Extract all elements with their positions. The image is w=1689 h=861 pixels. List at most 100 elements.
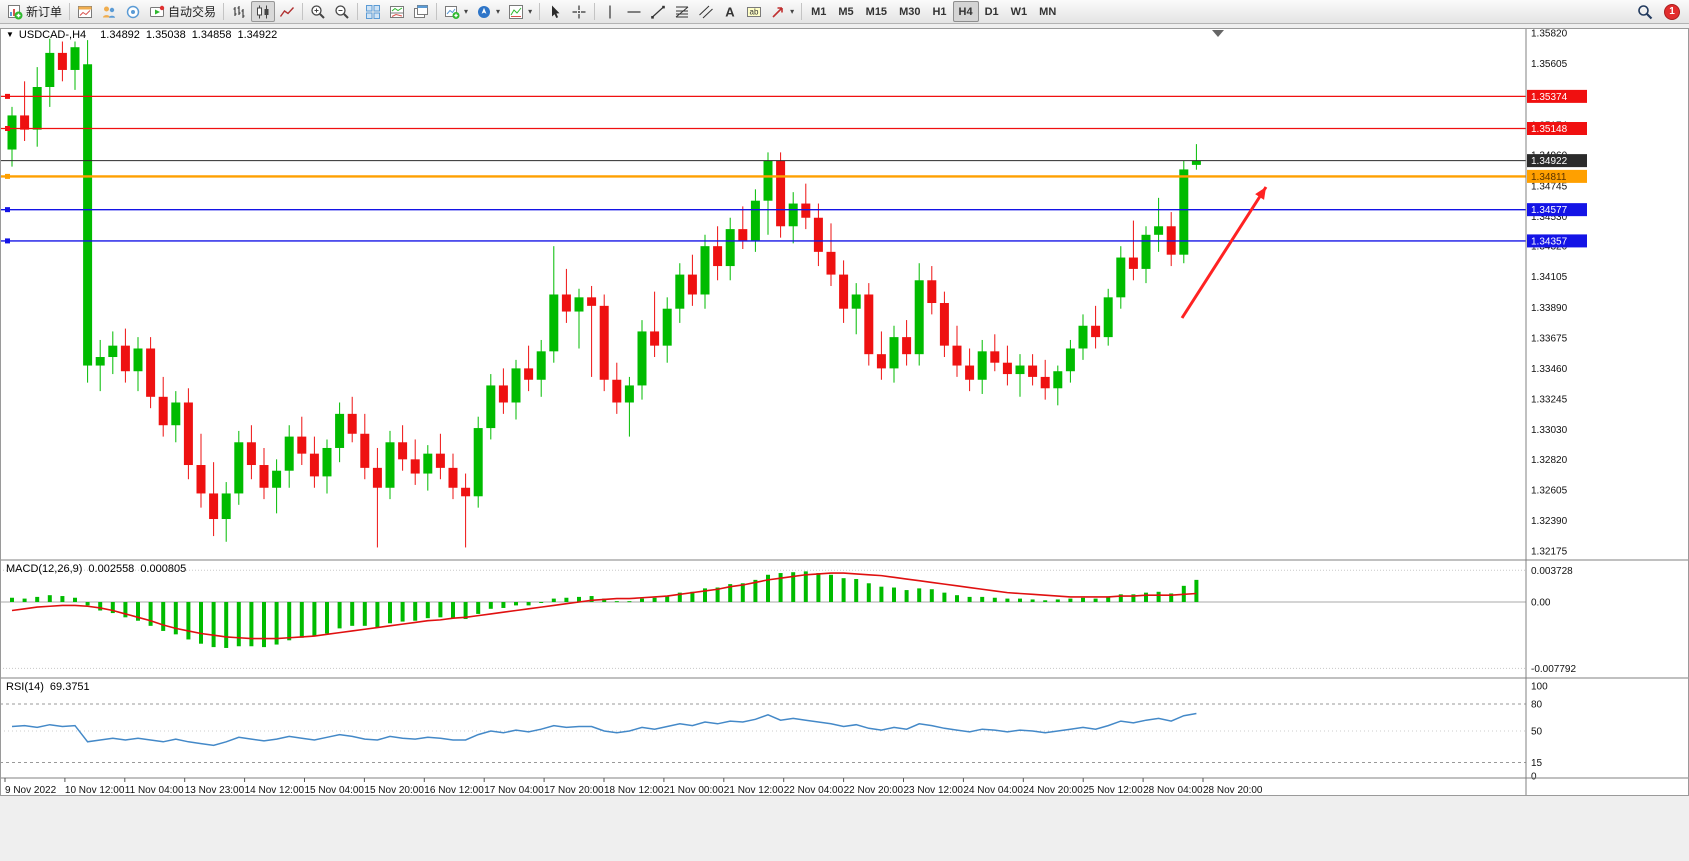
svg-text:1.33890: 1.33890 <box>1531 303 1568 314</box>
zoom-in-button[interactable] <box>306 1 330 22</box>
timeframe-h4-button[interactable]: H4 <box>952 1 979 22</box>
chart-canvas[interactable]: 1.358201.356051.353901.351741.349601.347… <box>0 24 1689 861</box>
text-label-icon: ab <box>746 4 762 20</box>
macd-panel: 0.003728 0.00 -0.007792 <box>0 566 1576 675</box>
svg-text:1.32175: 1.32175 <box>1531 547 1568 558</box>
svg-text:1.35148: 1.35148 <box>1531 124 1568 135</box>
bar-chart-button[interactable] <box>227 1 251 22</box>
trendline-button[interactable] <box>646 1 670 22</box>
zoom-in-icon <box>310 4 326 20</box>
svg-text:28 Nov 20:00: 28 Nov 20:00 <box>1203 785 1263 796</box>
svg-text:ab: ab <box>750 7 759 16</box>
notifications-badge[interactable]: 1 <box>1664 3 1680 20</box>
text-button[interactable]: A <box>718 1 742 22</box>
new-order-button[interactable]: 新订单 <box>3 1 66 22</box>
chart-shift-marker[interactable] <box>1212 30 1224 37</box>
channel-button[interactable] <box>694 1 718 22</box>
timeframe-h1-button[interactable]: H1 <box>932 5 947 18</box>
blue-support-line-upper-price-tag <box>1527 203 1587 217</box>
ohlc-close: 1.34922 <box>237 29 278 41</box>
window-cascade-icon <box>413 4 429 20</box>
svg-text:0: 0 <box>1531 772 1537 783</box>
text-icon: A <box>722 4 738 20</box>
svg-text:22 Nov 04:00: 22 Nov 04:00 <box>784 785 844 796</box>
svg-text:16 Nov 12:00: 16 Nov 12:00 <box>424 785 484 796</box>
profiles-icon <box>101 4 117 20</box>
resistance-line-upper-price-tag <box>1527 89 1587 103</box>
fibonacci-button[interactable] <box>670 1 694 22</box>
dropdown-caret-icon: ▾ <box>464 7 469 16</box>
svg-text:1.35605: 1.35605 <box>1531 59 1568 70</box>
data-window-button[interactable] <box>121 1 145 22</box>
vertical-line-button[interactable] <box>598 1 622 22</box>
svg-text:18 Nov 12:00: 18 Nov 12:00 <box>604 785 664 796</box>
tile-windows-button[interactable] <box>361 1 385 22</box>
svg-text:50: 50 <box>1531 727 1543 738</box>
new-chart-button[interactable]: ▾ <box>440 1 472 22</box>
svg-text:10 Nov 12:00: 10 Nov 12:00 <box>65 785 125 796</box>
crosshair-button[interactable] <box>567 1 591 22</box>
new-chart-icon <box>444 4 460 20</box>
resistance-line-lower-price-tag <box>1527 121 1587 135</box>
profiles-button[interactable] <box>97 1 121 22</box>
line-chart-button[interactable] <box>275 1 299 22</box>
data-window-icon <box>125 4 141 20</box>
toolbar-separator <box>801 3 803 20</box>
timeframe-d1-button[interactable]: D1 <box>984 5 999 18</box>
cursor-icon <box>547 4 563 20</box>
svg-text:80: 80 <box>1531 700 1543 711</box>
indicators-button[interactable]: ▾ <box>504 1 536 22</box>
horizontal-levels: 1.35374 1.35148 1.34922 1.34811 1.34577 1.343… <box>0 89 1587 248</box>
horizontal-line-button[interactable] <box>622 1 646 22</box>
bars-icon <box>231 4 247 20</box>
arrows-button[interactable]: ▾ <box>766 1 798 22</box>
svg-text:1.33030: 1.33030 <box>1531 425 1568 436</box>
svg-text:25 Nov 12:00: 25 Nov 12:00 <box>1083 785 1143 796</box>
collapse-icon[interactable]: ▼ <box>6 30 14 39</box>
current-price-line-price-tag <box>1527 154 1587 168</box>
candlestick-chart-button[interactable] <box>251 1 276 22</box>
trendline-icon <box>650 4 666 20</box>
timeframe-m5-button[interactable]: M5 <box>838 5 854 18</box>
svg-text:28 Nov 04:00: 28 Nov 04:00 <box>1143 785 1203 796</box>
navigator-button[interactable]: ▾ <box>472 1 504 22</box>
timeframe-m1-button[interactable]: M1 <box>811 5 827 18</box>
svg-text:17 Nov 04:00: 17 Nov 04:00 <box>484 785 544 796</box>
charts-button[interactable] <box>73 1 97 22</box>
zoom-out-button[interactable] <box>330 1 354 22</box>
svg-text:9 Nov 2022: 9 Nov 2022 <box>5 785 57 796</box>
cursor-button[interactable] <box>543 1 567 22</box>
svg-text:15 Nov 04:00: 15 Nov 04:00 <box>305 785 365 796</box>
timeframe-w1-button[interactable]: W1 <box>1010 5 1028 18</box>
svg-text:23 Nov 12:00: 23 Nov 12:00 <box>904 785 964 796</box>
toolbar-right: 1 <box>1633 1 1686 22</box>
rsi-value: 69.3751 <box>49 681 90 693</box>
timeframe-m30-button[interactable]: M30 <box>899 5 921 18</box>
trend-arrow-annotation[interactable] <box>1180 186 1268 319</box>
timeframe-m15-button[interactable]: M15 <box>865 5 888 18</box>
ohlc-high: 1.35038 <box>145 29 186 41</box>
orange-support-line-price-tag <box>1527 169 1587 183</box>
symbol-period-label: USDCAD-,H4 <box>18 29 87 41</box>
line-chart-icon <box>279 4 295 20</box>
auto-trading-button[interactable]: 自动交易 <box>145 1 220 22</box>
rsi-panel: 100 80 50 15 0 <box>0 682 1548 783</box>
svg-text:1.33675: 1.33675 <box>1531 333 1568 344</box>
hline-icon <box>626 4 642 20</box>
timeframe-mn-button[interactable]: MN <box>1039 5 1057 18</box>
toolbar-separator <box>357 3 359 20</box>
macd-value-main: 0.002558 <box>88 563 135 575</box>
text-label-button[interactable]: ab <box>742 1 766 22</box>
indicator-window-button[interactable] <box>385 1 409 22</box>
svg-text:13 Nov 23:00: 13 Nov 23:00 <box>185 785 245 796</box>
macd-label: MACD(12,26,9) 0.002558 0.000805 <box>6 563 186 575</box>
cascade-windows-button[interactable] <box>409 1 433 22</box>
ohlc-low: 1.34858 <box>191 29 232 41</box>
dropdown-caret-icon: ▾ <box>790 7 795 16</box>
svg-text:22 Nov 20:00: 22 Nov 20:00 <box>844 785 904 796</box>
search-button[interactable] <box>1633 1 1657 22</box>
svg-text:1.34530: 1.34530 <box>1531 212 1568 223</box>
svg-text:15 Nov 20:00: 15 Nov 20:00 <box>364 785 424 796</box>
